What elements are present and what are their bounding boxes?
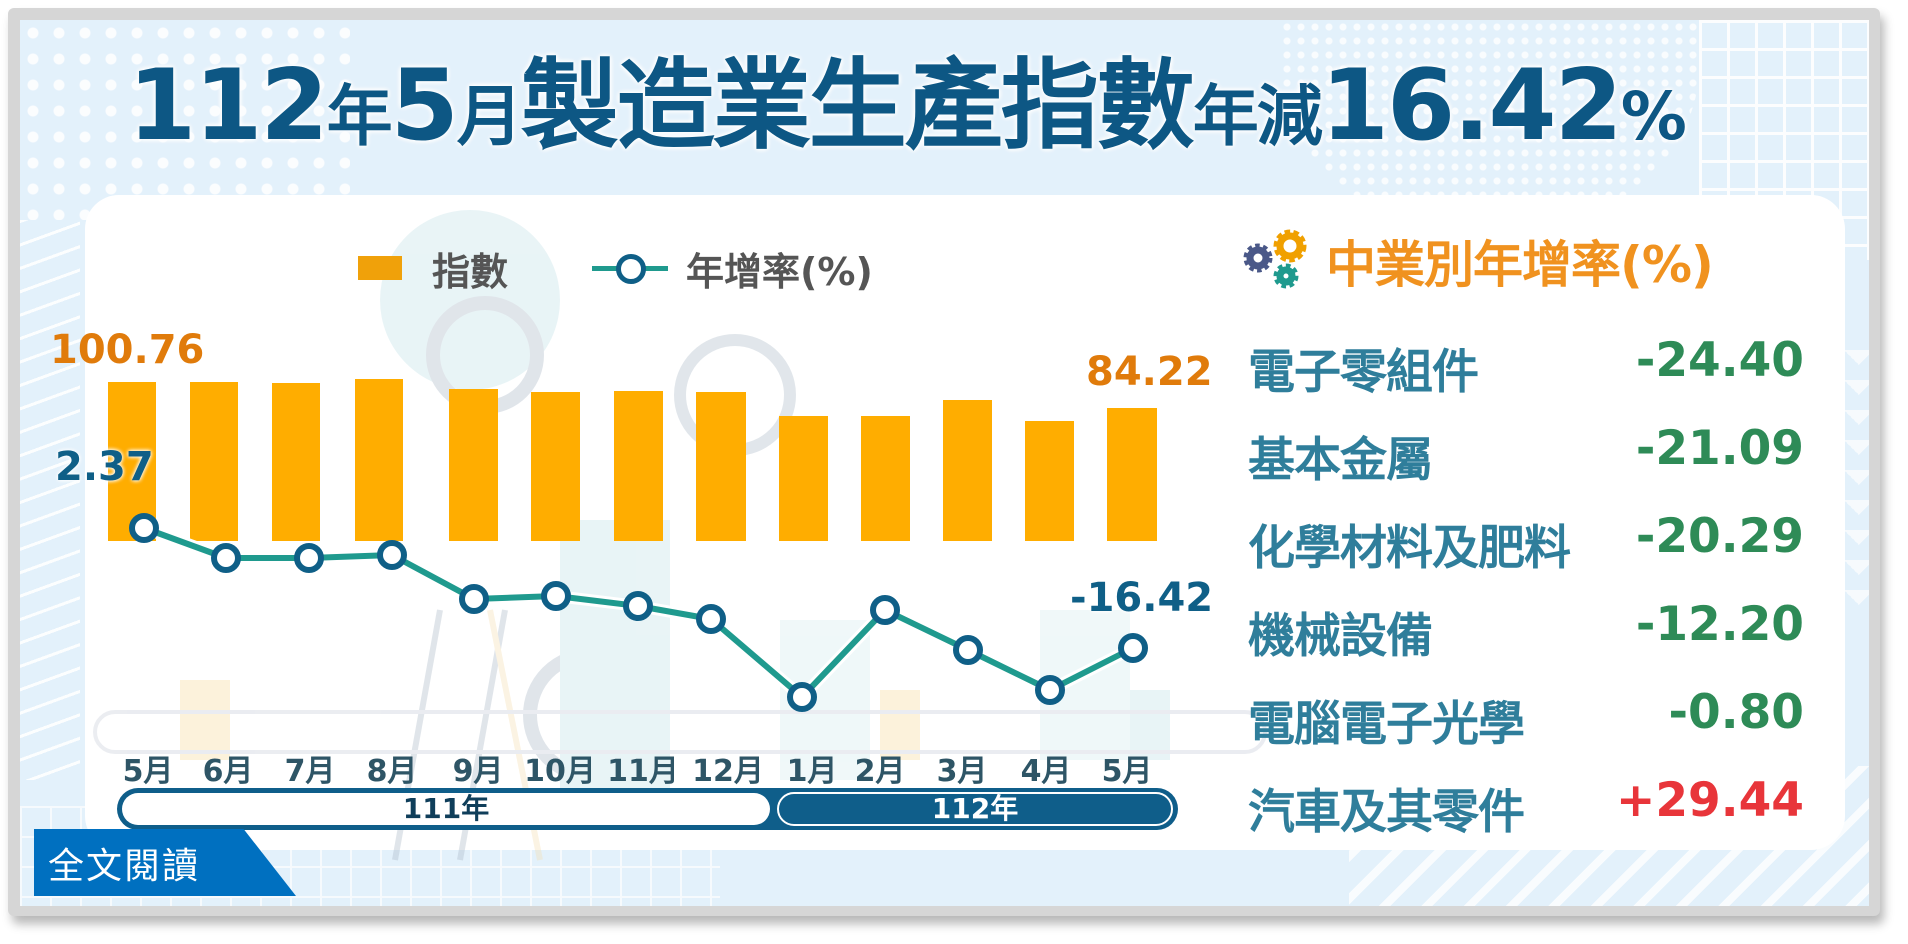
chart-legend: 指數 年增率(%) <box>358 246 873 294</box>
bar <box>190 382 238 541</box>
line-label-last: -16.42 <box>1070 575 1214 621</box>
month-label: 5月 <box>1101 754 1153 789</box>
industry-row: 化學材料及肥料 -20.29 <box>1240 509 1810 579</box>
bar <box>1025 421 1074 541</box>
bar <box>614 391 663 541</box>
decor-dots-right <box>1280 20 1700 220</box>
industry-name: 基本金屬 <box>1248 433 1433 488</box>
line-marker <box>294 543 324 573</box>
line-marker <box>623 591 653 621</box>
industry-name: 化學材料及肥料 <box>1248 521 1571 576</box>
industry-value: -21.09 <box>1635 421 1804 476</box>
industry-row: 汽車及其零件 +29.44 <box>1240 773 1810 843</box>
bar <box>272 383 320 541</box>
bar-label-last: 84.22 <box>1086 349 1213 395</box>
month-label: 3月 <box>936 754 988 789</box>
line-marker <box>377 540 407 570</box>
industry-name: 電子零組件 <box>1248 345 1479 400</box>
month-label: 6月 <box>202 754 254 789</box>
bar-legend-swatch-icon <box>358 256 402 280</box>
line-marker <box>541 581 571 611</box>
bar <box>1107 408 1157 541</box>
month-label: 2月 <box>854 754 906 789</box>
title-month: 5 <box>390 49 459 163</box>
line-marker <box>1035 675 1065 705</box>
industry-value: -24.40 <box>1635 333 1804 388</box>
industry-value: -20.29 <box>1635 509 1804 564</box>
line-marker <box>1118 633 1148 663</box>
line-marker <box>953 635 983 665</box>
line-marker <box>459 584 489 614</box>
industry-value: +29.44 <box>1615 773 1804 828</box>
year-group-bar: 111年 112年 <box>117 788 1178 830</box>
read-full-text-label: 全文閱讀 <box>48 846 201 887</box>
title-year: 112 <box>128 49 329 163</box>
line-marker <box>129 513 159 543</box>
industry-name: 機械設備 <box>1248 609 1433 664</box>
month-label: 5月 <box>122 754 174 789</box>
legend-index-label: 指數 <box>432 249 509 294</box>
month-label: 11月 <box>607 754 679 789</box>
industry-value: -12.20 <box>1635 597 1804 652</box>
page-title: 112年5月製造業生產指數年減16.42% <box>128 46 1687 166</box>
title-percent: % <box>1620 78 1687 155</box>
title-subject: 製造業生產指數 <box>520 49 1195 163</box>
line-marker <box>787 682 817 712</box>
month-label: 9月 <box>452 754 504 789</box>
industry-panel-header: 中業別年增率(%) <box>1240 228 1810 294</box>
line-marker <box>211 543 241 573</box>
bar <box>779 416 828 541</box>
bar <box>355 379 403 541</box>
industry-name: 電腦電子光學 <box>1248 697 1525 752</box>
gears-icon <box>1243 229 1307 289</box>
month-label: 8月 <box>366 754 418 789</box>
month-label: 4月 <box>1020 754 1072 789</box>
month-label: 12月 <box>692 754 764 789</box>
year-111-segment: 111年 <box>122 793 770 825</box>
line-legend-marker-icon <box>592 246 669 290</box>
legend-growth-label: 年增率(%) <box>686 249 873 294</box>
industry-row: 電腦電子光學 -0.80 <box>1240 685 1810 755</box>
industry-growth-panel: 中業別年增率(%) 電子零組件 -24.40 基本金屬 -21.09 化學材料及… <box>1240 228 1810 840</box>
month-label: 7月 <box>284 754 336 789</box>
industry-row: 機械設備 -12.20 <box>1240 597 1810 667</box>
bar-label-first: 100.76 <box>50 327 205 373</box>
title-year-unit: 年 <box>326 78 393 155</box>
industry-panel-title: 中業別年增率(%) <box>1326 236 1714 294</box>
bar <box>531 392 580 541</box>
growth-line-series <box>129 513 1148 712</box>
line-marker <box>870 595 900 625</box>
year-112-segment: 112年 <box>777 792 1173 826</box>
industry-row: 基本金屬 -21.09 <box>1240 421 1810 491</box>
month-label: 1月 <box>786 754 838 789</box>
title-month-unit: 月 <box>456 78 523 155</box>
industry-row: 電子零組件 -24.40 <box>1240 333 1810 403</box>
read-full-text-button[interactable]: 全文閱讀 <box>34 829 296 896</box>
line-marker <box>696 604 726 634</box>
decor-dots <box>20 20 350 220</box>
bar <box>943 400 992 541</box>
title-change-word: 年減 <box>1192 78 1323 155</box>
bar-series <box>108 379 1157 541</box>
bar <box>449 389 498 541</box>
bar <box>861 416 910 541</box>
bar <box>696 392 746 541</box>
line-label-first: 2.37 <box>55 444 154 490</box>
industry-value: -0.80 <box>1668 685 1804 740</box>
title-change-value: 16.42 <box>1320 49 1623 163</box>
month-label: 10月 <box>524 754 596 789</box>
decor-waves <box>20 220 80 780</box>
industry-name: 汽車及其零件 <box>1248 785 1525 840</box>
